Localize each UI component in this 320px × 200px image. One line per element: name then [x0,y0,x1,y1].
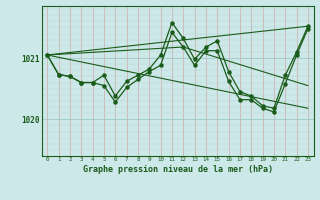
X-axis label: Graphe pression niveau de la mer (hPa): Graphe pression niveau de la mer (hPa) [83,165,273,174]
